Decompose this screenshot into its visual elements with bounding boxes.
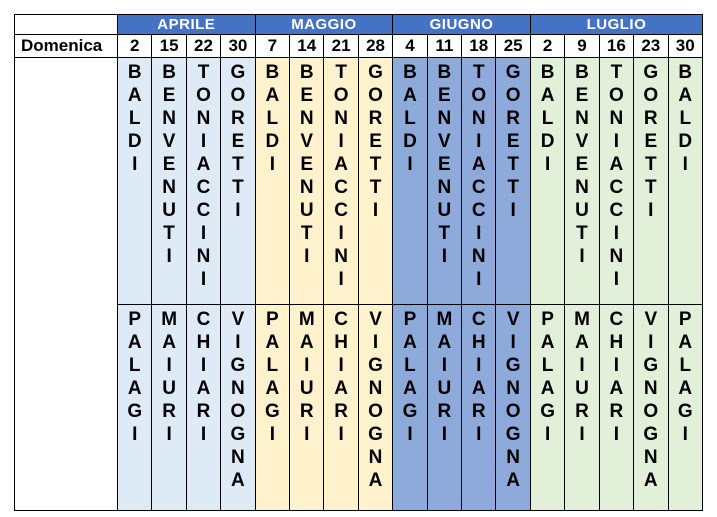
name-cell-top-maggio-1: B E N V E N U T I	[289, 57, 325, 305]
name-cell-bottom-luglio-1: M A I U R I	[564, 304, 600, 511]
date-cell-luglio-2: 16	[598, 34, 635, 58]
corner-spacer	[14, 14, 118, 35]
name-cell-top-giugno-0: B A L D I	[392, 57, 428, 305]
name-cell-bottom-maggio-0: P A L A G I	[254, 304, 291, 511]
name-cell-top-giugno-1: B E N V E N U T I	[426, 57, 463, 305]
name-cell-bottom-giugno-0: P A L A G I	[392, 304, 428, 511]
date-cell-luglio-3: 23	[633, 34, 669, 58]
name-cell-bottom-maggio-1: M A I U R I	[289, 304, 325, 511]
date-cell-giugno-0: 4	[392, 34, 428, 58]
row-label: Domenica	[14, 34, 118, 58]
date-cell-maggio-3: 28	[357, 34, 394, 58]
date-cell-giugno-3: 25	[495, 34, 531, 58]
date-cell-aprile-1: 15	[151, 34, 187, 58]
name-cell-bottom-luglio-4: P A L A G I	[667, 304, 703, 511]
name-cell-bottom-luglio-0: P A L A G I	[529, 304, 566, 511]
date-cell-maggio-0: 7	[254, 34, 291, 58]
date-cell-luglio-1: 9	[564, 34, 600, 58]
name-cell-bottom-luglio-2: C H I A R I	[598, 304, 635, 511]
date-cell-giugno-1: 11	[426, 34, 463, 58]
name-cell-bottom-aprile-1: M A I U R I	[151, 304, 187, 511]
duty-roster: APRILE MAGGIO GIUGNO LUGLIO Domenica 2 15 22 3…	[14, 14, 704, 511]
date-cell-aprile-0: 2	[116, 34, 153, 58]
name-cell-bottom-aprile-3: V I G N O G N A	[220, 304, 256, 511]
date-cell-luglio-4: 30	[667, 34, 703, 58]
month-header-maggio: MAGGIO	[254, 14, 394, 35]
name-cell-top-luglio-1: B E N V E N U T I	[564, 57, 600, 305]
name-cell-bottom-aprile-2: C H I A R I	[185, 304, 222, 511]
date-cell-luglio-0: 2	[529, 34, 566, 58]
name-cell-bottom-aprile-0: P A L A G I	[116, 304, 153, 511]
date-cell-maggio-1: 14	[289, 34, 325, 58]
name-cell-top-aprile-2: T O N I A C C I N I	[185, 57, 222, 305]
name-cell-bottom-giugno-3: V I G N O G N A	[495, 304, 531, 511]
name-cell-bottom-maggio-3: V I G N O G N A	[357, 304, 394, 511]
name-cell-top-luglio-0: B A L D I	[529, 57, 566, 305]
month-header-luglio: LUGLIO	[529, 14, 704, 35]
name-cell-top-maggio-0: B A L D I	[254, 57, 291, 305]
date-cell-maggio-2: 21	[323, 34, 359, 58]
name-cell-top-maggio-2: T O N I A C C I N I	[323, 57, 359, 305]
month-header-row: APRILE MAGGIO GIUGNO LUGLIO	[14, 14, 704, 35]
name-cell-bottom-luglio-3: V I G N O G N A	[633, 304, 669, 511]
date-cell-giugno-2: 18	[461, 34, 497, 58]
name-cell-top-luglio-3: G O R E T T I	[633, 57, 669, 305]
name-cell-top-aprile-3: G O R E T T I	[220, 57, 256, 305]
date-cell-aprile-2: 22	[185, 34, 222, 58]
duty-roster-table: APRILE MAGGIO GIUGNO LUGLIO Domenica 2 15 22 3…	[14, 14, 704, 511]
name-cell-top-aprile-1: B E N V E N U T I	[151, 57, 187, 305]
name-cell-top-giugno-2: T O N I A C C I N I	[461, 57, 497, 305]
left-spacer-bottom	[14, 304, 118, 511]
name-cell-bottom-giugno-1: M A I U R I	[426, 304, 463, 511]
name-cell-top-maggio-3: G O R E T T I	[357, 57, 394, 305]
name-cell-top-aprile-0: B A L D I	[116, 57, 153, 305]
name-cell-bottom-maggio-2: C H I A R I	[323, 304, 359, 511]
left-spacer-top	[14, 57, 118, 305]
date-row: Domenica 2 15 22 30 7 14 21 28 4 11 18 25 2 9 16 23 30	[14, 34, 703, 58]
name-cell-top-giugno-3: G O R E T T I	[495, 57, 531, 305]
name-cell-bottom-giugno-2: C H I A R I	[461, 304, 497, 511]
month-header-aprile: APRILE	[117, 14, 256, 35]
month-header-giugno: GIUGNO	[392, 14, 531, 35]
name-cell-top-luglio-2: T O N I A C C I N I	[598, 57, 635, 305]
name-cell-top-luglio-4: B A L D I	[667, 57, 703, 305]
date-cell-aprile-3: 30	[220, 34, 256, 58]
